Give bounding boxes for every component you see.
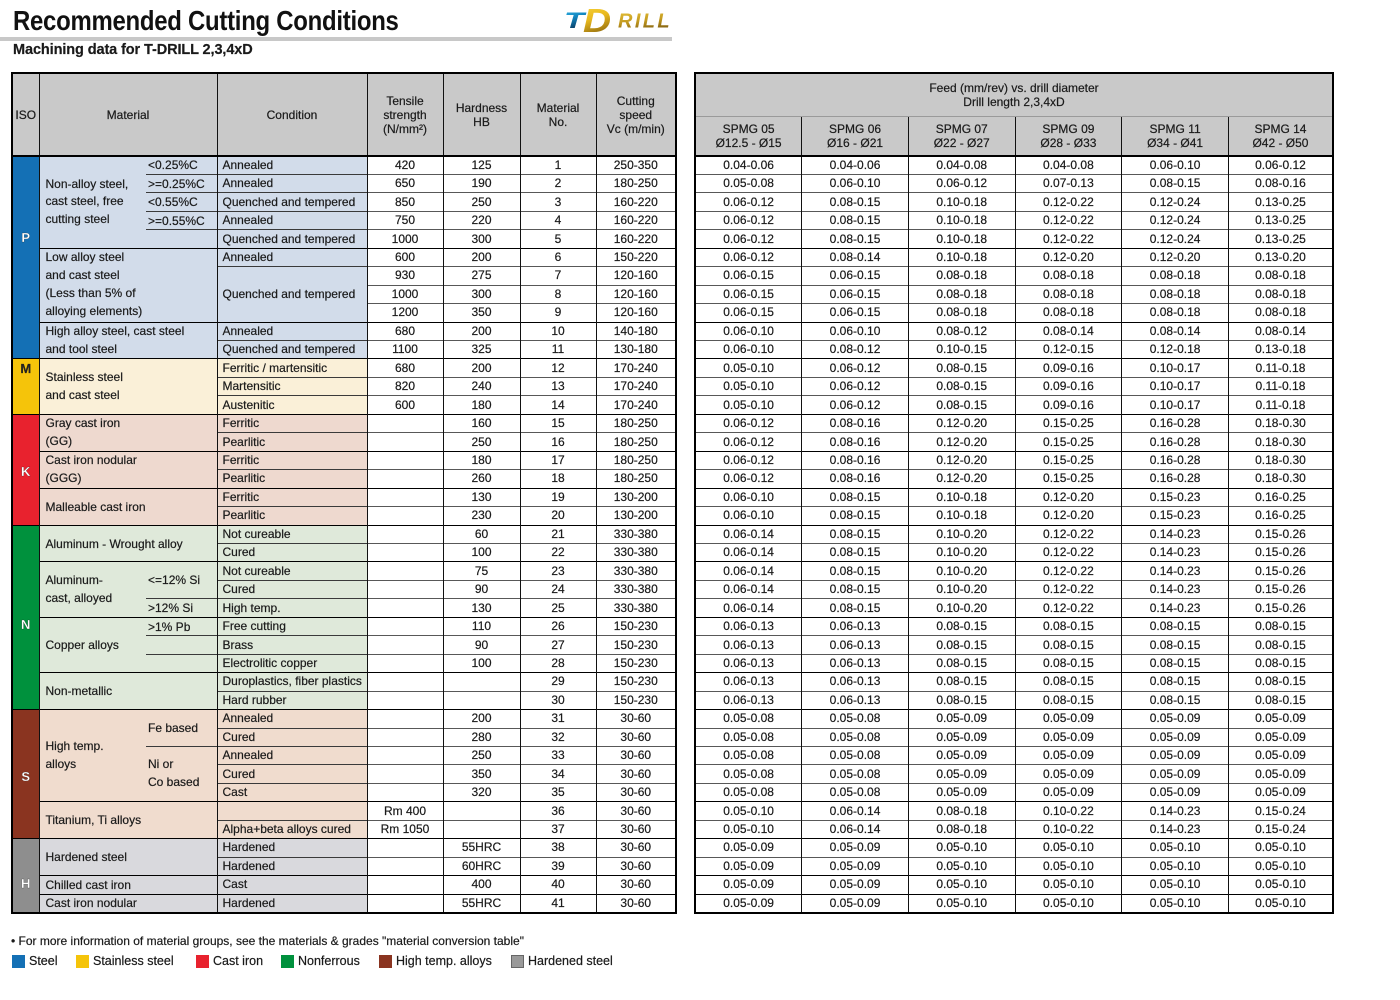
svg-text:D: D	[583, 5, 611, 35]
svg-text:RILL: RILL	[618, 11, 672, 33]
svg-text:T: T	[564, 8, 588, 32]
